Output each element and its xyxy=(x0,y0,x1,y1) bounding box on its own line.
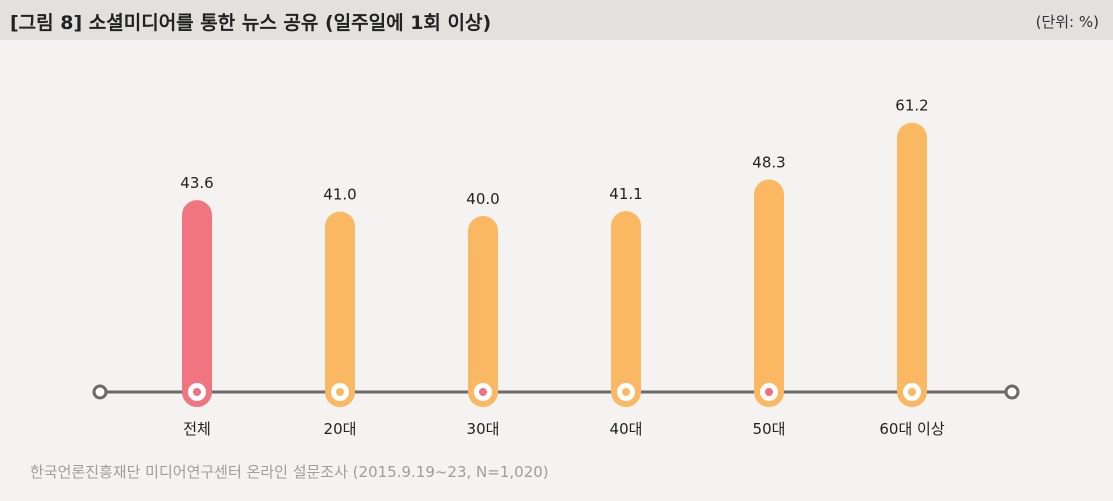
value-label-3: 41.1 xyxy=(609,185,642,203)
axis-end-right xyxy=(1004,384,1020,400)
source-note: 한국언론진흥재단 미디어연구센터 온라인 설문조사 (2015.9.19~23,… xyxy=(30,463,549,481)
value-label-4: 48.3 xyxy=(752,153,785,171)
unit-label: (단위: %) xyxy=(1035,13,1099,31)
category-label-2: 30대 xyxy=(467,420,500,438)
category-label-4: 50대 xyxy=(753,420,786,438)
bar-2 xyxy=(468,216,498,407)
bar-base-dot-0 xyxy=(193,388,201,396)
bar-base-dot-1 xyxy=(336,388,344,396)
bar-base-dot-4 xyxy=(765,388,773,396)
value-label-0: 43.6 xyxy=(180,174,213,192)
axis-end-left xyxy=(92,384,108,400)
bar-chart: 43.6 전체 41.0 20대 40.0 30대 41.1 40대 48.3 50대 61.2 60… xyxy=(92,97,1020,438)
bar-5 xyxy=(897,122,927,407)
category-label-1: 20대 xyxy=(324,420,357,438)
bar-3 xyxy=(611,211,641,407)
bar-0 xyxy=(182,200,212,407)
bar-base-dot-5 xyxy=(908,388,916,396)
bar-base-dot-3 xyxy=(622,388,630,396)
bar-1 xyxy=(325,211,355,407)
category-label-3: 40대 xyxy=(610,420,643,438)
bar-4 xyxy=(754,179,784,407)
bar-base-dot-2 xyxy=(479,388,487,396)
chart-title: [그림 8] 소셜미디어를 통한 뉴스 공유 (일주일에 1회 이상) xyxy=(10,12,492,34)
category-label-5: 60대 이상 xyxy=(879,420,944,438)
category-label-0: 전체 xyxy=(183,420,211,438)
chart-panel: 43.6 전체 41.0 20대 40.0 30대 41.1 40대 48.3 50대 61.2 60… xyxy=(0,40,1113,501)
value-label-1: 41.0 xyxy=(323,186,356,204)
chart-header: [그림 8] 소셜미디어를 통한 뉴스 공유 (일주일에 1회 이상) (단위:… xyxy=(0,0,1113,40)
value-label-5: 61.2 xyxy=(895,97,928,115)
value-label-2: 40.0 xyxy=(466,190,499,208)
